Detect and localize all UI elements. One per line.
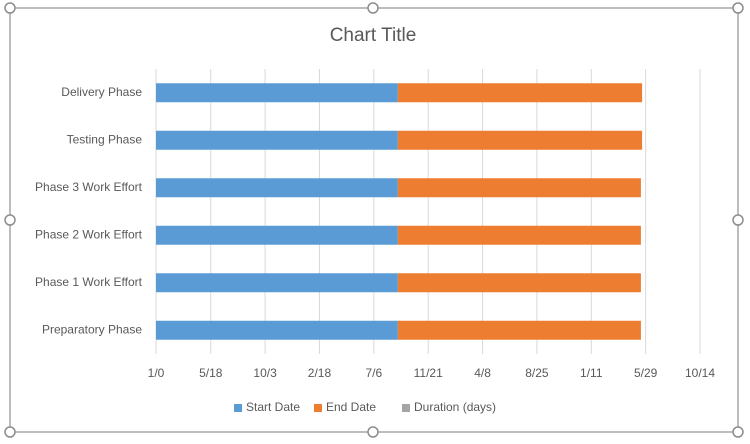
x-tick-label: 10/3 (253, 366, 277, 380)
x-tick-label: 2/18 (308, 366, 332, 380)
resize-handles[interactable] (4, 2, 744, 438)
y-tick-label: Phase 3 Work Effort (35, 180, 143, 194)
legend-label: Start Date (246, 400, 300, 414)
y-tick-label: Testing Phase (67, 132, 143, 146)
legend-swatch (314, 404, 322, 412)
y-tick-label: Phase 1 Work Effort (35, 275, 143, 289)
y-tick-label: Preparatory Phase (42, 322, 142, 336)
bar-segment (156, 83, 398, 103)
bar-segment (156, 320, 398, 340)
legend-item: End Date (314, 400, 376, 414)
y-tick-label: Phase 2 Work Effort (35, 227, 143, 241)
handle[interactable] (732, 214, 744, 226)
bar-segment (397, 320, 641, 340)
x-tick-label: 1/0 (148, 366, 165, 380)
bar-segment (156, 273, 398, 293)
x-tick-label: 5/29 (634, 366, 658, 380)
handle[interactable] (732, 426, 744, 438)
handle[interactable] (4, 214, 16, 226)
legend-item: Start Date (234, 400, 300, 414)
handle[interactable] (732, 2, 744, 14)
bar-segment (397, 130, 643, 150)
x-tick-label: 7/6 (365, 366, 382, 380)
x-tick-label: 4/8 (474, 366, 491, 380)
bar-segment (397, 178, 641, 198)
handle[interactable] (4, 426, 16, 438)
handle[interactable] (4, 2, 16, 14)
y-tick-label: Delivery Phase (61, 85, 142, 99)
bar-segment (397, 225, 641, 245)
chart-title: Chart Title (330, 25, 417, 46)
x-tick-label: 10/14 (685, 366, 715, 380)
handle[interactable] (367, 426, 379, 438)
legend-label: End Date (326, 400, 376, 414)
x-tick-label: 1/11 (580, 366, 603, 380)
bar-segment (156, 130, 398, 150)
x-tick-label: 11/21 (414, 366, 443, 380)
legend-swatch (402, 404, 410, 412)
bar-segment (397, 273, 641, 293)
handle[interactable] (367, 2, 379, 14)
bar-segment (156, 178, 398, 198)
legend-swatch (234, 404, 242, 412)
bar-segment (397, 83, 643, 103)
legend-label: Duration (days) (414, 400, 496, 414)
bar-segment (156, 225, 398, 245)
legend-item: Duration (days) (402, 400, 496, 414)
x-tick-label: 8/25 (525, 366, 549, 380)
x-tick-label: 5/18 (199, 366, 223, 380)
